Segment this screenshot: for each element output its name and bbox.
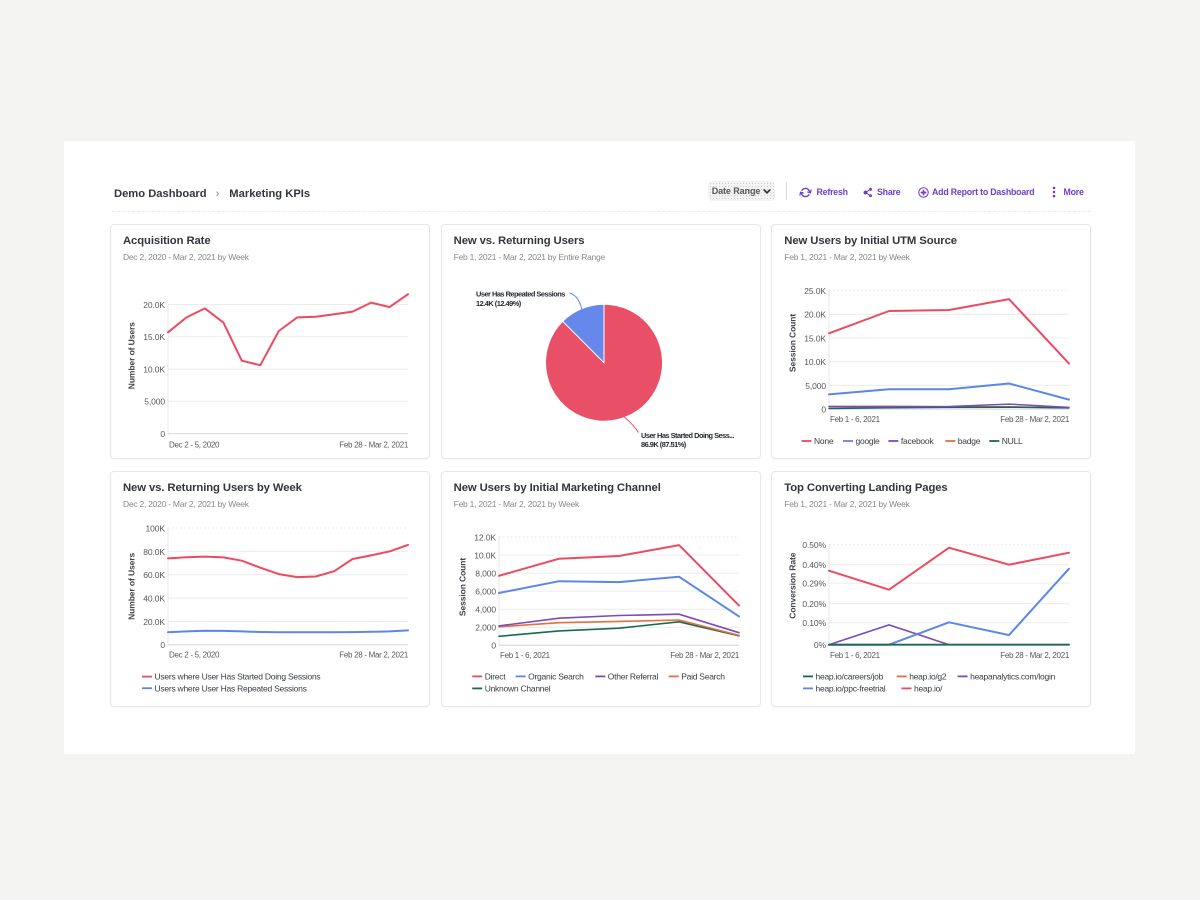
svg-text:Organic Search: Organic Search bbox=[528, 672, 584, 682]
svg-text:0.29%: 0.29% bbox=[803, 579, 827, 589]
svg-text:10.0K: 10.0K bbox=[805, 357, 827, 367]
svg-text:Conversion Rate: Conversion Rate bbox=[788, 552, 798, 618]
svg-text:10.0K: 10.0K bbox=[143, 365, 165, 375]
svg-text:google: google bbox=[856, 436, 881, 446]
svg-text:Feb 28 - Mar 2, 2021: Feb 28 - Mar 2, 2021 bbox=[670, 651, 740, 660]
svg-text:5,000: 5,000 bbox=[806, 381, 827, 391]
svg-text:Feb 1 - 6, 2021: Feb 1 - 6, 2021 bbox=[830, 651, 881, 660]
svg-text:Unknown Channel: Unknown Channel bbox=[484, 684, 550, 694]
svg-text:Feb 1 - 6, 2021: Feb 1 - 6, 2021 bbox=[500, 651, 551, 660]
svg-text:0.40%: 0.40% bbox=[803, 560, 827, 570]
svg-text:Users where User Has Started D: Users where User Has Started Doing Sessi… bbox=[155, 672, 321, 682]
svg-text:NULL: NULL bbox=[1002, 436, 1023, 446]
svg-text:15.0K: 15.0K bbox=[143, 332, 165, 342]
svg-text:heap.io/ppc-freetrial: heap.io/ppc-freetrial bbox=[816, 684, 886, 694]
svg-text:Number of Users: Number of Users bbox=[127, 553, 137, 620]
svg-text:4,000: 4,000 bbox=[475, 605, 496, 615]
svg-text:Other Referral: Other Referral bbox=[607, 672, 658, 682]
svg-text:0.10%: 0.10% bbox=[803, 618, 827, 628]
svg-text:Paid Search: Paid Search bbox=[681, 672, 725, 682]
svg-text:User Has Repeated Sessions: User Has Repeated Sessions bbox=[476, 290, 565, 299]
svg-text:12.0K: 12.0K bbox=[474, 532, 496, 542]
svg-text:heap.io/: heap.io/ bbox=[914, 684, 943, 694]
svg-text:heap.io/careers/job: heap.io/careers/job bbox=[816, 672, 884, 682]
svg-text:0.20%: 0.20% bbox=[803, 599, 827, 609]
svg-text:0: 0 bbox=[491, 641, 496, 651]
svg-text:8,000: 8,000 bbox=[475, 569, 496, 579]
svg-text:Session Count: Session Count bbox=[457, 558, 467, 616]
svg-text:Feb 28 - Mar 2, 2021: Feb 28 - Mar 2, 2021 bbox=[339, 441, 409, 450]
svg-text:0: 0 bbox=[160, 429, 165, 439]
svg-text:20.0K: 20.0K bbox=[143, 300, 165, 310]
svg-text:Session Count: Session Count bbox=[788, 314, 798, 372]
svg-text:badge: badge bbox=[958, 436, 981, 446]
svg-text:Direct: Direct bbox=[484, 672, 506, 682]
svg-text:Feb 1 - 6, 2021: Feb 1 - 6, 2021 bbox=[830, 415, 881, 424]
svg-text:0.50%: 0.50% bbox=[803, 540, 827, 550]
svg-text:20.0K: 20.0K bbox=[805, 310, 827, 320]
svg-text:heap.io/g2: heap.io/g2 bbox=[909, 672, 947, 682]
svg-text:Feb 28 - Mar 2, 2021: Feb 28 - Mar 2, 2021 bbox=[1001, 415, 1071, 424]
svg-text:12.4K (12.49%): 12.4K (12.49%) bbox=[476, 299, 522, 308]
svg-text:40.0K: 40.0K bbox=[143, 594, 165, 604]
svg-text:20.0K: 20.0K bbox=[143, 617, 165, 627]
svg-text:6,000: 6,000 bbox=[475, 587, 496, 597]
svg-text:25.0K: 25.0K bbox=[805, 286, 827, 296]
svg-text:facebook: facebook bbox=[901, 436, 934, 446]
svg-text:100K: 100K bbox=[146, 523, 166, 533]
svg-text:60.0K: 60.0K bbox=[143, 570, 165, 580]
svg-text:0%: 0% bbox=[814, 640, 827, 650]
svg-text:Feb 28 - Mar 2, 2021: Feb 28 - Mar 2, 2021 bbox=[339, 651, 409, 660]
svg-text:0: 0 bbox=[822, 405, 827, 415]
svg-text:Users where User Has Repeated: Users where User Has Repeated Sessions bbox=[155, 683, 307, 693]
svg-text:15.0K: 15.0K bbox=[805, 333, 827, 343]
svg-text:heapanalytics.com/login: heapanalytics.com/login bbox=[970, 672, 1055, 682]
svg-text:User Has Started Doing Sess...: User Has Started Doing Sess... bbox=[641, 431, 734, 440]
svg-text:Dec 2 - 5, 2020: Dec 2 - 5, 2020 bbox=[169, 651, 220, 660]
svg-text:5,000: 5,000 bbox=[144, 397, 165, 407]
svg-text:Number of Users: Number of Users bbox=[127, 322, 137, 389]
svg-text:0: 0 bbox=[160, 640, 165, 650]
svg-text:None: None bbox=[814, 436, 834, 446]
svg-text:86.9K (87.51%): 86.9K (87.51%) bbox=[641, 440, 687, 449]
svg-text:Feb 28 - Mar 2, 2021: Feb 28 - Mar 2, 2021 bbox=[1001, 651, 1071, 660]
svg-text:80.0K: 80.0K bbox=[143, 547, 165, 557]
svg-text:2,000: 2,000 bbox=[475, 623, 496, 633]
svg-text:Dec 2 - 5, 2020: Dec 2 - 5, 2020 bbox=[169, 441, 220, 450]
svg-text:10.0K: 10.0K bbox=[474, 550, 496, 560]
